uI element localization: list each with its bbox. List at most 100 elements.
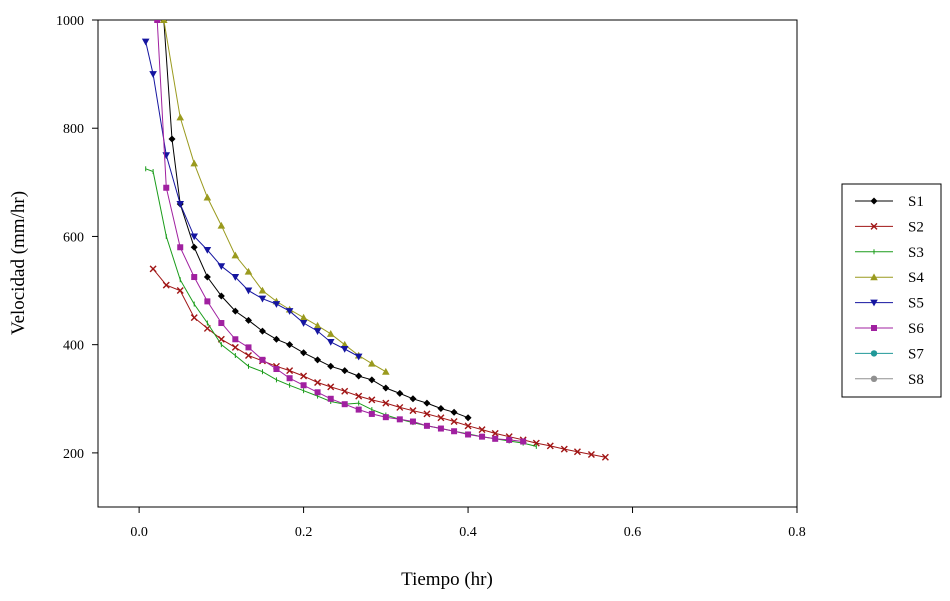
series-s1 [160, 20, 472, 422]
series-s2-point-stroke-b [286, 367, 294, 375]
series-s4-point [176, 113, 185, 121]
series-s1-point [423, 399, 431, 407]
series-s1-point [244, 316, 252, 324]
series-s2-point [423, 410, 431, 418]
series-s2-point [327, 383, 335, 391]
series-s2-point [573, 448, 581, 456]
series-s5-point [149, 71, 157, 78]
series-s6-point [409, 418, 416, 425]
legend-label-s8: S8 [908, 372, 924, 388]
y-tick-label: 600 [63, 230, 84, 245]
series-s1-point [314, 356, 322, 364]
legend-label-s4: S4 [908, 270, 924, 286]
series-s2-point-stroke-b [437, 414, 445, 422]
legend-marker-s5 [870, 299, 878, 307]
series-s1-point [327, 362, 335, 370]
legend-label-s2: S2 [908, 219, 924, 235]
series-s6-point [396, 416, 403, 423]
series-s1-point [464, 414, 472, 422]
series-s2-point [532, 439, 540, 447]
series-s6-point [245, 344, 252, 351]
legend-marker-s8 [870, 375, 878, 382]
series-s2-point [176, 287, 184, 295]
series-s5-point [141, 38, 150, 46]
series-s2-point [587, 451, 595, 459]
series-s6-point [259, 356, 266, 363]
series-s6-point [355, 406, 362, 413]
series-s2-point-stroke-b [464, 422, 472, 430]
series-s5-point [217, 263, 226, 271]
series-s2-point-stroke-b [546, 442, 554, 450]
series-s2-point-stroke-b [368, 396, 376, 404]
series-s2-point [300, 372, 308, 380]
legend-label-s5: S5 [908, 296, 924, 312]
series-s2-point-stroke-b [327, 383, 335, 391]
series-s6-point [163, 184, 170, 191]
series-s6-point [492, 435, 499, 442]
series-s4-point [190, 159, 199, 167]
legend-box [841, 183, 942, 398]
legend-marker-s2 [870, 222, 878, 230]
series-s6-point [232, 336, 239, 343]
series-s4-point [244, 267, 253, 275]
series-s1-point [409, 395, 417, 403]
series-s6-point [218, 320, 225, 327]
series-s6-point [465, 431, 472, 438]
x-tick-label: 0.2 [295, 525, 313, 540]
legend-label-s7: S7 [908, 346, 924, 362]
series-s6-point [300, 382, 307, 389]
series-s5-point [231, 274, 240, 281]
series-s2-point-stroke-b [190, 314, 198, 322]
series-s6-point [154, 20, 161, 23]
series-s2-point [162, 281, 170, 289]
series-s1-point [355, 372, 363, 380]
series-s4-point [231, 251, 240, 259]
series-s2-point-stroke-b [341, 387, 349, 395]
series-s2-point-stroke-b [300, 372, 308, 380]
series-s1-point [396, 389, 404, 397]
series-s1-point [437, 405, 445, 413]
legend-marker-s2-stroke-b [870, 222, 878, 230]
series-s2-point [560, 445, 568, 453]
series-s6-point [506, 436, 513, 443]
series-s6-point [423, 422, 430, 429]
x-tick-label: 0.4 [459, 525, 477, 540]
legend-marker-s1 [870, 197, 878, 205]
series-s2-point [190, 314, 198, 322]
series-s2-point [244, 351, 252, 359]
axes-layer: 0.0 0.2 0.4 0.6 0.8 200 400 600 800 1000 [56, 14, 806, 540]
series-s6-point [327, 395, 334, 402]
series-s2-point [286, 367, 294, 375]
series-s2-point [396, 403, 404, 411]
series-s2-line [152, 268, 606, 458]
legend-item-s2: S2 [855, 219, 924, 235]
series-s4-point [159, 20, 168, 23]
y-tick-label: 1000 [56, 14, 84, 29]
legend-item-s3: S3 [855, 245, 924, 261]
series-layer [141, 20, 609, 461]
legend-items: S1 S2 S3 S4 S5 S6 S7 S8 [855, 194, 924, 388]
series-s2-point [382, 399, 390, 407]
series-s2-point-stroke-b [244, 351, 252, 359]
series-s2-point-stroke-b [231, 343, 239, 351]
series-s4-point [299, 313, 308, 321]
y-tick-label: 400 [63, 339, 84, 354]
x-tick-label: 0.0 [130, 525, 148, 540]
series-s6-point [382, 414, 389, 421]
series-s5-point [272, 301, 281, 308]
legend-item-s4: S4 [855, 270, 924, 286]
y-tick-label: 800 [63, 122, 84, 137]
x-tick-label: 0.8 [788, 525, 806, 540]
series-s4-point [340, 340, 349, 348]
series-s1-point [231, 307, 239, 315]
series-s1-point [341, 367, 349, 375]
series-s6-line [156, 20, 524, 442]
y-tick-label: 200 [63, 447, 84, 462]
series-s5-point [299, 320, 308, 327]
series-s2-point-stroke-b [560, 445, 568, 453]
series-s6-point [314, 389, 321, 396]
series-s2-point [149, 265, 157, 273]
series-s6-point [177, 244, 184, 251]
plot-area [97, 19, 798, 508]
